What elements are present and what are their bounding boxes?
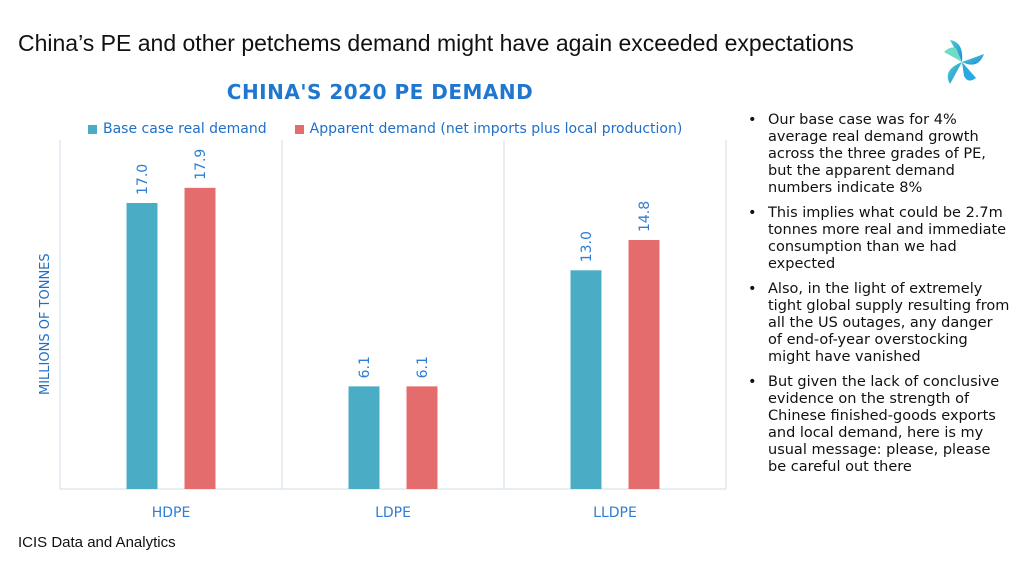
bullet-dot-icon: • [748,112,757,128]
slide-title: China’s PE and other petchems demand mig… [18,30,854,56]
bar-hdpe-series-1 [184,187,216,489]
source-note: ICIS Data and Analytics [18,534,176,551]
legend-label-apparent: Apparent demand (net imports plus local … [309,121,683,137]
bar-ldpe-series-1 [406,386,438,489]
x-tick-label: LDPE [375,505,411,521]
legend-item-base-case: Base case real demand [88,121,267,137]
legend-swatch-apparent [294,124,304,134]
bullet-list: • Our base case was for 4% average real d… [748,112,1010,484]
bullet-item: • Also, in the light of extremely tight g… [748,281,1010,365]
chart-plot-area: 17.0 17.9 HDPE 6.1 6.1 LDPE 13.0 14.8 LLDPE [59,140,727,521]
chart-legend: Base case real demand Apparent demand (n… [88,121,710,137]
data-label: 17.9 [193,149,209,180]
x-tick-label: HDPE [152,505,191,521]
chart-title: CHINA'S 2020 PE DEMAND [226,80,534,104]
data-label: 6.1 [415,356,431,378]
data-label: 6.1 [357,356,373,378]
bar-lldpe-series-1 [628,240,660,489]
legend-item-apparent: Apparent demand (net imports plus local … [294,121,683,137]
icis-logo-icon [944,40,984,84]
bar-hdpe-series-0 [126,203,158,489]
bullet-dot-icon: • [748,281,757,297]
bullet-dot-icon: • [748,374,757,390]
bar-ldpe-series-0 [348,386,380,489]
data-label: 13.0 [579,231,595,262]
bullet-item: • But given the lack of conclusive eviden… [748,374,1000,475]
bullet-dot-icon: • [748,205,757,221]
bullet-item: • Our base case was for 4% average real d… [748,112,986,196]
data-label: 17.0 [135,164,151,195]
x-tick-label: LLDPE [593,505,637,521]
data-label: 14.8 [637,201,653,232]
bar-lldpe-series-0 [570,270,602,489]
bullet-item: • This implies what could be 2.7m tonnes … [748,205,1007,272]
legend-label-base-case: Base case real demand [103,121,267,137]
legend-swatch-base-case [88,124,97,134]
